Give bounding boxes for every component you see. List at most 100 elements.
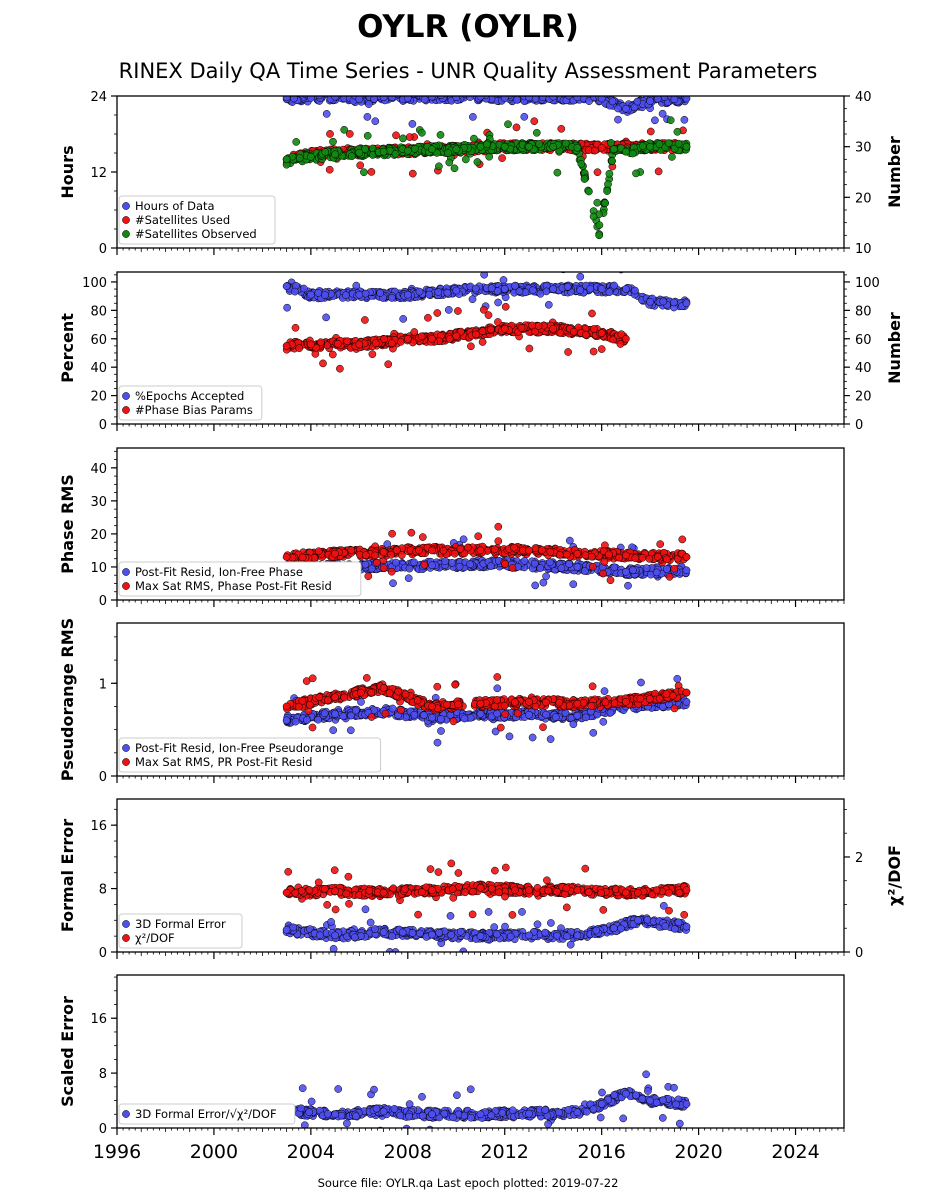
data-point <box>597 285 606 293</box>
data-point <box>355 148 364 157</box>
data-point <box>531 581 540 590</box>
data-point <box>622 147 630 156</box>
data-point <box>461 155 470 164</box>
data-point <box>325 165 334 174</box>
data-point <box>670 96 679 104</box>
data-point <box>606 576 615 585</box>
data-point <box>670 564 679 573</box>
data-point <box>363 131 372 140</box>
data-point <box>428 145 436 154</box>
data-point <box>439 546 448 555</box>
data-point <box>460 714 469 723</box>
data-point <box>513 709 522 718</box>
legend-marker <box>122 230 130 238</box>
data-point <box>424 313 432 322</box>
data-point <box>307 152 315 161</box>
data-point <box>642 564 651 572</box>
series-percent-0 <box>282 260 691 323</box>
y-tick-label-right: 10 <box>855 242 872 257</box>
data-point <box>653 96 662 103</box>
legend-label: #Satellites Used <box>135 213 230 227</box>
y-tick-label-right: 0 <box>855 418 863 433</box>
data-point <box>286 84 293 91</box>
data-point <box>539 723 547 732</box>
y-tick-label-left: 30 <box>90 495 107 510</box>
data-point <box>493 709 501 718</box>
figure-title: OYLR (OYLR) <box>357 9 579 45</box>
series-hours-0 <box>282 84 691 128</box>
data-point <box>417 332 426 341</box>
data-point <box>601 199 610 207</box>
data-point <box>616 340 625 348</box>
data-point <box>459 262 466 269</box>
data-point <box>355 340 364 349</box>
data-point <box>379 564 388 572</box>
data-point <box>515 287 524 296</box>
data-point <box>450 164 459 173</box>
data-point <box>282 553 291 561</box>
legend-label: #Phase Bias Params <box>135 403 253 417</box>
data-point <box>532 260 539 267</box>
legend-box <box>118 385 263 421</box>
data-point <box>476 142 485 151</box>
data-point <box>479 305 488 314</box>
data-point <box>588 309 596 318</box>
data-point <box>487 284 496 293</box>
data-point <box>528 733 537 742</box>
legend-marker <box>122 406 130 414</box>
data-point <box>493 684 502 693</box>
data-point <box>636 87 643 94</box>
data-point <box>329 726 338 735</box>
data-point <box>292 138 301 146</box>
data-point <box>307 290 315 299</box>
data-point <box>290 96 298 103</box>
data-point <box>604 180 612 189</box>
y-tick-label-left: 80 <box>90 304 107 319</box>
data-point <box>468 295 477 304</box>
data-point <box>339 712 348 721</box>
data-point <box>655 140 664 148</box>
data-point <box>343 337 352 346</box>
plot-points <box>282 84 691 240</box>
data-point <box>418 128 426 137</box>
data-point <box>307 96 315 102</box>
y-tick-label-left: 60 <box>90 333 107 348</box>
data-point <box>455 562 464 571</box>
data-point <box>682 96 691 103</box>
data-point <box>452 96 461 102</box>
data-point <box>589 347 598 356</box>
data-point <box>392 131 400 140</box>
data-point <box>674 139 683 148</box>
y-tick-label-right: 60 <box>855 333 872 348</box>
data-point <box>531 327 540 336</box>
data-point <box>494 537 503 545</box>
data-point <box>403 96 412 102</box>
data-point <box>569 580 578 589</box>
data-point <box>622 334 630 343</box>
data-point <box>298 553 307 562</box>
data-point <box>631 554 640 563</box>
data-point <box>483 140 491 149</box>
data-point <box>668 153 676 161</box>
data-point <box>646 297 654 306</box>
data-point <box>624 581 632 590</box>
data-point <box>328 350 337 359</box>
data-point <box>645 88 652 95</box>
data-point <box>387 294 396 302</box>
data-point <box>314 547 323 556</box>
data-point <box>656 540 665 548</box>
data-point <box>463 543 472 552</box>
data-point <box>638 142 647 150</box>
data-point <box>557 124 566 133</box>
data-point <box>485 152 494 161</box>
data-point <box>282 282 291 291</box>
data-point <box>565 536 574 545</box>
data-point <box>303 716 311 724</box>
data-point <box>320 709 329 718</box>
data-point <box>459 535 468 544</box>
data-point <box>307 340 315 349</box>
y-axis-label-left: Hours <box>58 145 77 198</box>
y-tick-label-left: 0 <box>99 418 107 433</box>
